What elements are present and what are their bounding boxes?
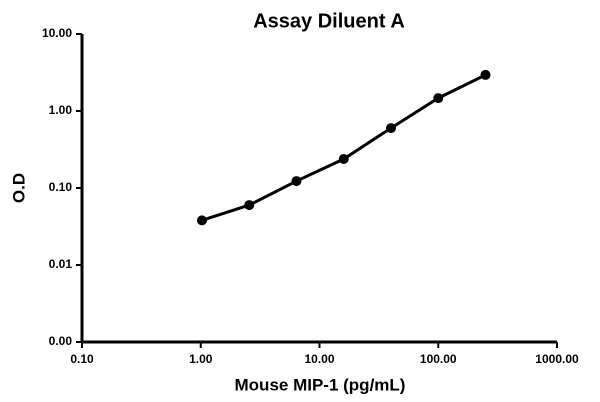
x-axis-label: Mouse MIP-1 (pg/mL) bbox=[235, 375, 406, 394]
y-tick-label: 10.00 bbox=[42, 26, 72, 40]
chart-title: Assay Diluent A bbox=[253, 10, 405, 32]
data-point bbox=[385, 123, 396, 134]
data-point bbox=[338, 154, 349, 165]
y-tick-label: 0.01 bbox=[49, 257, 73, 271]
data-point bbox=[244, 200, 255, 211]
y-axis-label: O.D bbox=[9, 173, 28, 203]
y-tick-label: 0.10 bbox=[49, 180, 73, 194]
y-tick-label: 0.00 bbox=[49, 334, 73, 348]
data-point bbox=[480, 69, 491, 80]
x-tick-label: 1.00 bbox=[189, 352, 213, 366]
data-point bbox=[433, 93, 444, 104]
data-point bbox=[291, 176, 302, 187]
data-point bbox=[196, 215, 207, 226]
y-tick-label: 1.00 bbox=[49, 103, 73, 117]
x-tick-label: 0.10 bbox=[70, 352, 94, 366]
x-tick-label: 100.00 bbox=[420, 352, 457, 366]
x-tick-label: 10.00 bbox=[304, 352, 334, 366]
x-tick-label: 1000.00 bbox=[535, 352, 579, 366]
